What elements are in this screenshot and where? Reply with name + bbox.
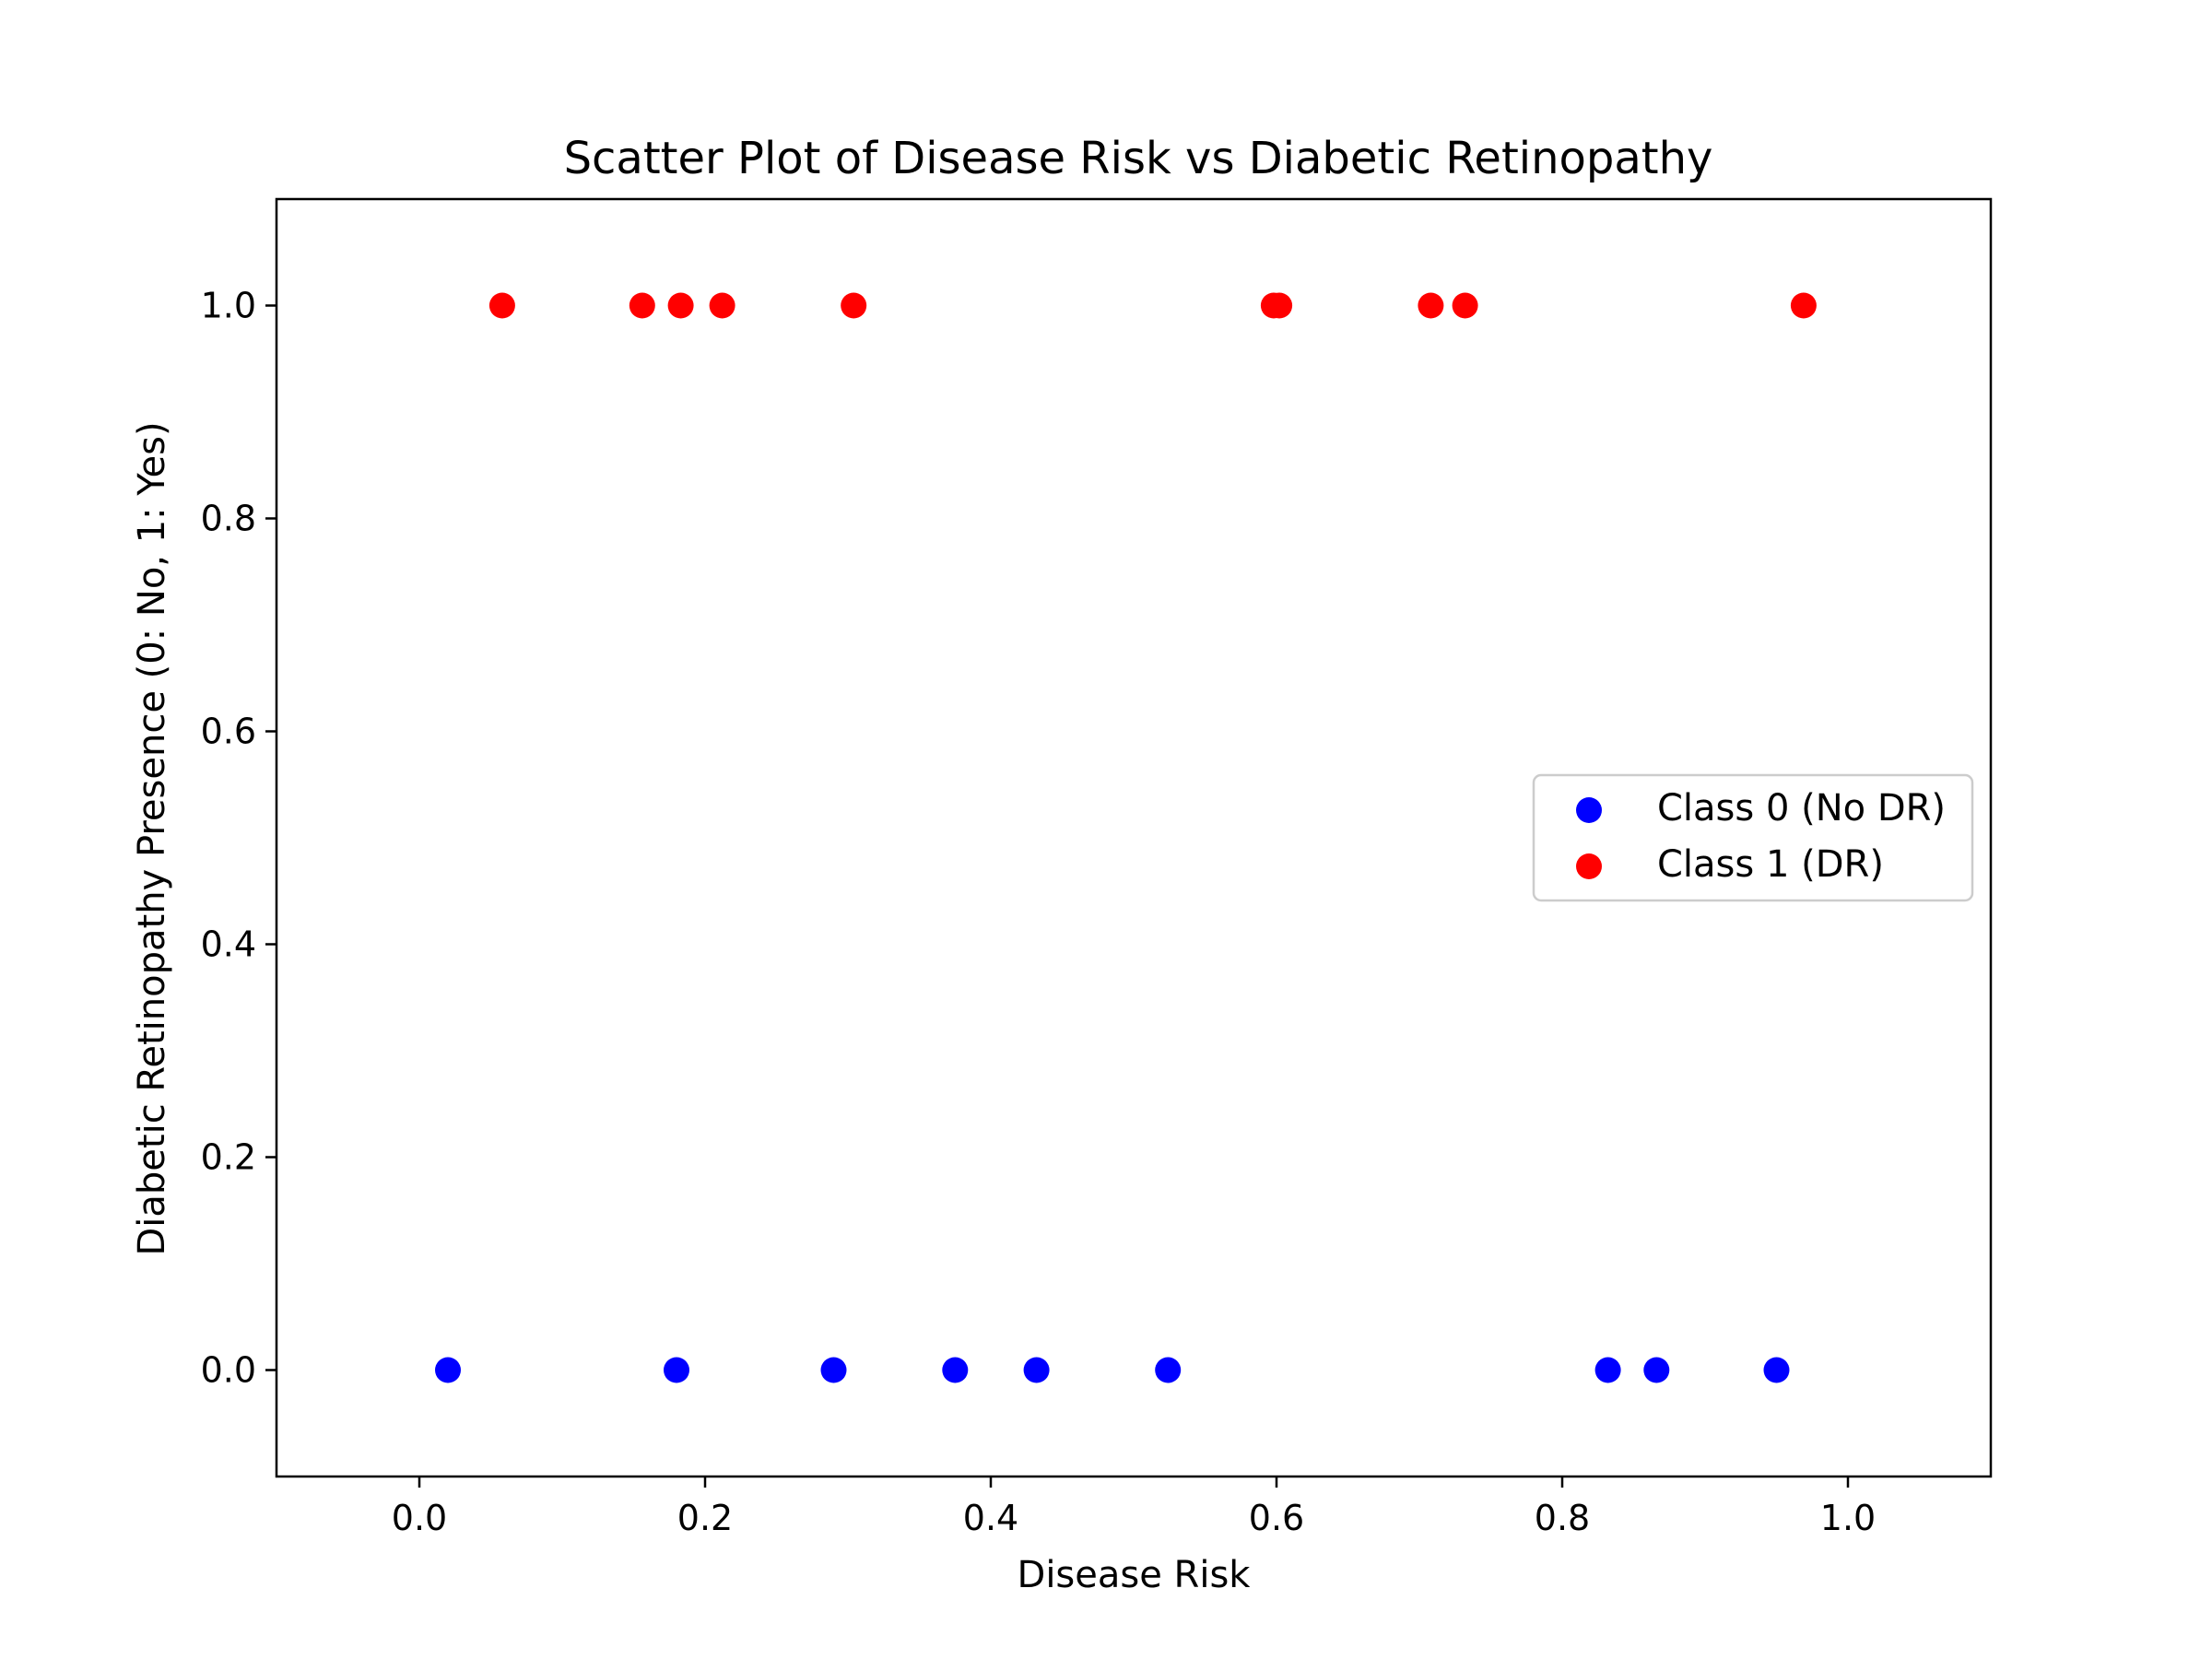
data-point-class-0 bbox=[435, 1357, 461, 1383]
data-point-class-1 bbox=[1266, 292, 1293, 319]
data-point-class-0 bbox=[1023, 1357, 1050, 1383]
data-point-class-1 bbox=[488, 292, 515, 319]
y-tick-label: 0.2 bbox=[201, 1137, 256, 1178]
y-tick-label: 0.8 bbox=[201, 499, 256, 539]
data-point-class-0 bbox=[942, 1357, 969, 1383]
x-tick-label: 0.0 bbox=[392, 1498, 447, 1538]
legend-label-class-1: Class 1 (DR) bbox=[1657, 843, 1884, 886]
data-point-class-0 bbox=[1643, 1357, 1670, 1383]
legend-label-class-0: Class 0 (No DR) bbox=[1657, 787, 1946, 830]
x-tick-label: 0.6 bbox=[1249, 1498, 1304, 1538]
y-tick-label: 1.0 bbox=[201, 286, 256, 326]
y-tick-label: 0.0 bbox=[201, 1350, 256, 1391]
data-point-class-1 bbox=[1452, 292, 1478, 319]
data-point-class-0 bbox=[820, 1357, 847, 1383]
plot-layer bbox=[435, 292, 1817, 1383]
y-tick-label: 0.4 bbox=[201, 924, 256, 965]
legend-marker-class-1 bbox=[1576, 853, 1602, 879]
x-axis-ticks: 0.0 0.2 0.4 0.6 0.8 1.0 bbox=[392, 1477, 1876, 1538]
y-axis-label: Diabetic Retinopathy Presence (0: No, 1:… bbox=[131, 421, 173, 1255]
chart-title: Scatter Plot of Disease Risk vs Diabetic… bbox=[564, 133, 1713, 184]
plot-frame bbox=[275, 197, 1993, 1478]
data-point-class-0 bbox=[1763, 1357, 1790, 1383]
x-tick-label: 0.4 bbox=[963, 1498, 1018, 1538]
y-tick-label: 0.6 bbox=[201, 712, 256, 752]
data-point-class-0 bbox=[664, 1357, 689, 1383]
data-point-class-1 bbox=[1790, 292, 1817, 319]
legend-marker-class-0 bbox=[1576, 797, 1602, 823]
x-tick-label: 0.2 bbox=[677, 1498, 733, 1538]
data-point-class-0 bbox=[1594, 1357, 1621, 1383]
legend: Class 0 (No DR) Class 1 (DR) bbox=[1532, 773, 1974, 902]
data-point-class-1 bbox=[667, 292, 694, 319]
data-point-class-1 bbox=[629, 292, 655, 319]
x-axis-label: Disease Risk bbox=[1018, 1554, 1252, 1596]
y-axis-ticks: 0.0 0.2 0.4 0.6 0.8 1.0 bbox=[201, 286, 276, 1391]
x-tick-label: 0.8 bbox=[1535, 1498, 1590, 1538]
data-point-class-0 bbox=[1155, 1357, 1182, 1383]
legend-box bbox=[1532, 773, 1974, 902]
data-point-class-1 bbox=[841, 292, 867, 319]
data-point-class-1 bbox=[1418, 292, 1444, 319]
data-point-class-1 bbox=[709, 292, 735, 319]
x-tick-label: 1.0 bbox=[1820, 1498, 1876, 1538]
